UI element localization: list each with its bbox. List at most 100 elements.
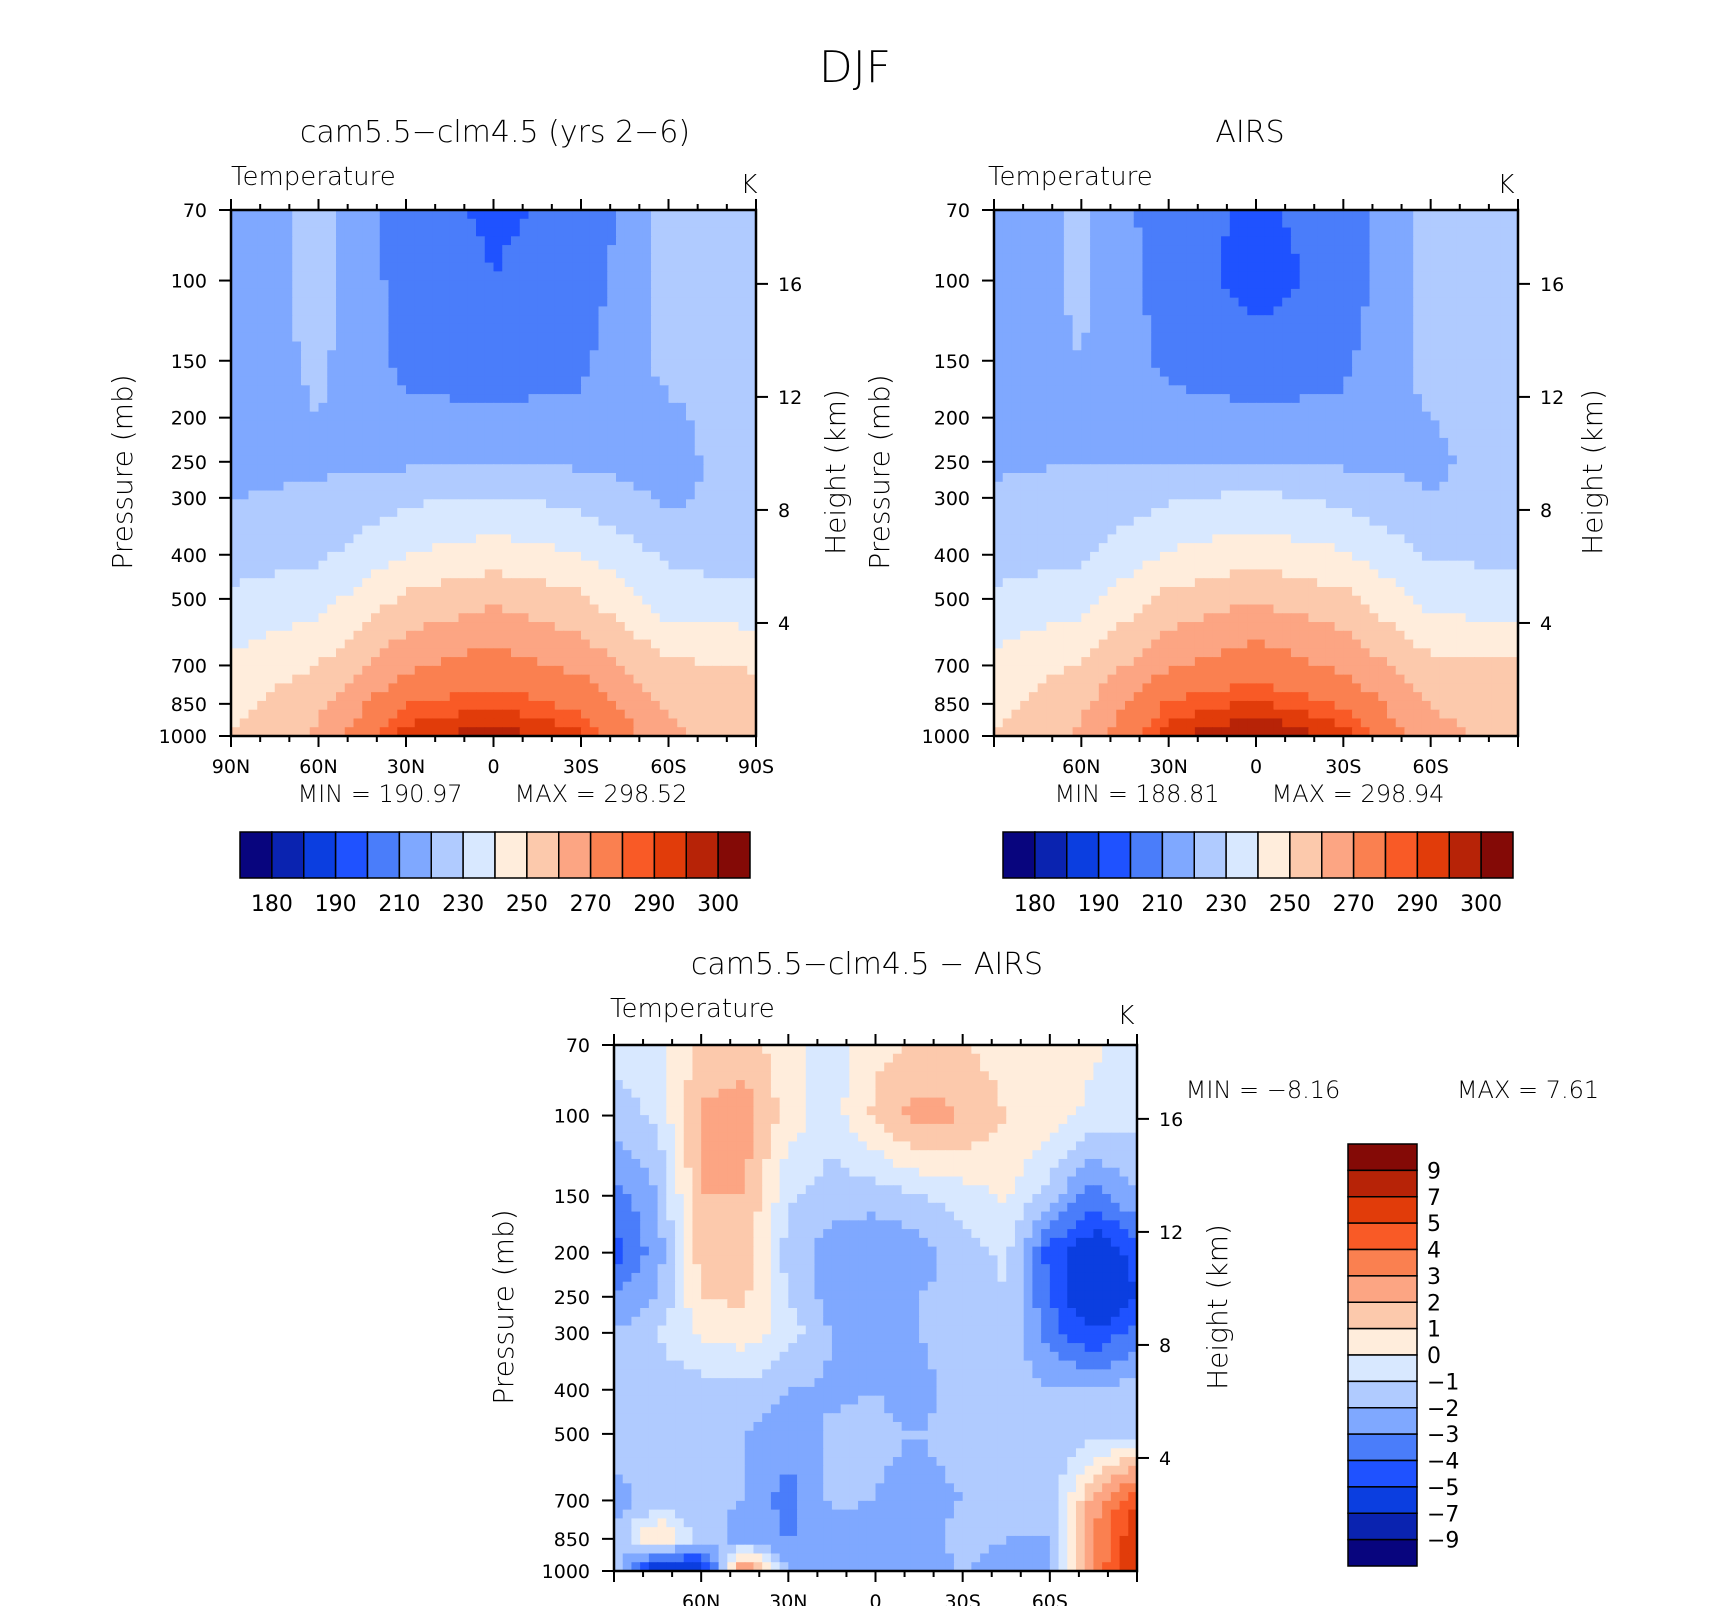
- contour-cell: [1238, 271, 1248, 281]
- contour-cell: [1273, 271, 1283, 281]
- contour-cell: [239, 464, 250, 474]
- contour-cell: [441, 253, 451, 264]
- contour-cell: [266, 578, 276, 588]
- contour-cell: [248, 551, 258, 562]
- contour-cell: [712, 551, 722, 562]
- contour-cell: [694, 297, 705, 308]
- contour-cell: [318, 253, 328, 264]
- contour-cell: [519, 315, 530, 325]
- contour-cell: [283, 411, 293, 421]
- contour-cell: [484, 437, 495, 448]
- contour-cell: [484, 665, 495, 676]
- contour-cell: [292, 595, 302, 606]
- contour-cell: [423, 700, 433, 711]
- contour-cell: [327, 727, 337, 737]
- contour-cell: [659, 692, 670, 702]
- contour-cell: [1256, 262, 1266, 272]
- contour-cell: [581, 385, 591, 395]
- contour-cell: [554, 236, 565, 246]
- contour-cell: [659, 595, 670, 606]
- contour-cell: [292, 297, 302, 308]
- contour-cell: [1072, 385, 1082, 395]
- contour-cell: [668, 323, 678, 334]
- contour-cell: [344, 560, 355, 571]
- contour-cell: [729, 367, 740, 378]
- contour-cell: [554, 648, 565, 658]
- contour-cell: [1090, 323, 1100, 334]
- contour-cell: [729, 560, 740, 571]
- contour-cell: [581, 402, 591, 413]
- contour-cell: [406, 700, 416, 711]
- contour-cell: [1273, 315, 1283, 325]
- contour-cell: [397, 586, 407, 597]
- contour-cell: [266, 446, 276, 457]
- contour-cell: [362, 437, 372, 448]
- contour-cell: [528, 473, 538, 483]
- contour-cell: [1037, 253, 1047, 264]
- contour-cell: [1090, 359, 1100, 369]
- contour-cell: [546, 534, 556, 544]
- contour-cell: [336, 367, 346, 378]
- contour-cell: [572, 569, 582, 579]
- colorbar-box: [398, 831, 432, 879]
- contour-cell: [388, 613, 398, 623]
- contour-cell: [257, 227, 267, 237]
- contour-cell: [651, 218, 661, 229]
- contour-cell: [554, 727, 565, 737]
- contour-cell: [248, 245, 258, 255]
- contour-cell: [441, 218, 451, 229]
- contour-cell: [694, 253, 705, 264]
- contour-cell: [1090, 271, 1100, 281]
- contour-cell: [414, 630, 425, 641]
- contour-cell: [589, 394, 600, 404]
- contour-cell: [292, 236, 302, 246]
- contour-cell: [493, 718, 503, 728]
- contour-cell: [301, 727, 311, 737]
- contour-cell: [554, 306, 565, 316]
- contour-cell: [554, 473, 565, 483]
- contour-cell: [1177, 341, 1187, 351]
- contour-cell: [1369, 376, 1379, 386]
- contour-cell: [353, 490, 363, 500]
- contour-cell: [1317, 367, 1327, 378]
- contour-cell: [362, 551, 372, 562]
- contour-cell: [1334, 253, 1344, 264]
- contour-cell: [344, 543, 355, 553]
- contour-cell: [1098, 210, 1109, 220]
- contour-cell: [467, 394, 477, 404]
- contour-cell: [1325, 262, 1336, 272]
- contour-cell: [712, 227, 722, 237]
- contour-cell: [1474, 376, 1484, 386]
- contour-cell: [484, 402, 495, 413]
- contour-cell: [651, 297, 661, 308]
- contour-cell: [694, 227, 705, 237]
- contour-cell: [1203, 359, 1213, 369]
- contour-cell: [388, 683, 398, 693]
- contour-cell: [721, 683, 731, 693]
- contour-cell: [458, 262, 468, 272]
- contour-cell: [1290, 253, 1301, 264]
- contour-cell: [274, 569, 285, 579]
- contour-cell: [257, 508, 267, 518]
- contour-cell: [1474, 367, 1484, 378]
- contour-cell: [721, 481, 731, 492]
- contour-cell: [729, 323, 740, 334]
- contour-cell: [1509, 227, 1519, 237]
- contour-cell: [292, 543, 302, 553]
- contour-cell: [467, 613, 477, 623]
- contour-cell: [519, 262, 530, 272]
- contour-cell: [493, 464, 503, 474]
- contour-cell: [616, 227, 626, 237]
- contour-cell: [607, 604, 617, 614]
- contour-cell: [414, 499, 425, 509]
- contour-cell: [589, 551, 600, 562]
- colorbar-box: [366, 831, 401, 879]
- contour-cell: [292, 604, 302, 614]
- contour-cell: [484, 578, 495, 588]
- contour-cell: [589, 692, 600, 702]
- contour-cell: [703, 490, 713, 500]
- contour-cell: [721, 648, 731, 658]
- contour-cell: [1369, 236, 1379, 246]
- contour-cell: [511, 586, 521, 597]
- contour-cell: [239, 411, 250, 421]
